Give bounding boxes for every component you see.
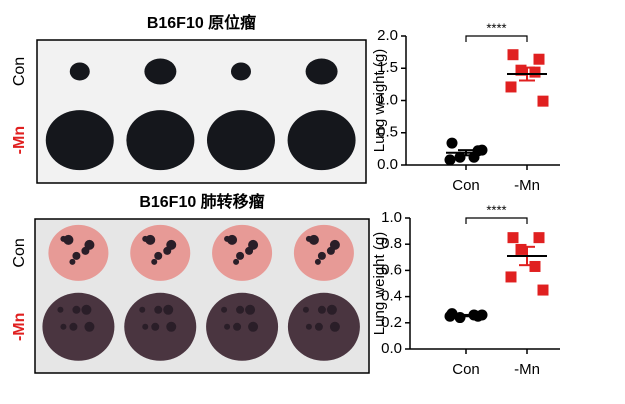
row-label: Con (11, 238, 28, 267)
nodule (151, 322, 160, 331)
nodule (163, 304, 174, 315)
significance: **** (486, 20, 506, 35)
point (537, 284, 549, 296)
y-tick-label: 0.2 (381, 314, 402, 331)
nodule (326, 304, 337, 315)
tumor (287, 110, 356, 171)
nodule (69, 258, 76, 265)
nodule (154, 305, 163, 314)
nodule (245, 304, 256, 315)
nodule (314, 322, 323, 331)
nodule (302, 306, 309, 313)
nodule (81, 246, 90, 255)
nodule (142, 323, 149, 330)
nodule (72, 251, 81, 260)
nodule (154, 251, 163, 260)
nodule (233, 258, 240, 265)
nodule (145, 234, 156, 245)
nodule (221, 306, 228, 313)
nodule (166, 321, 177, 332)
x-tick-label: Con (452, 177, 480, 194)
nodule (317, 305, 326, 314)
point (515, 64, 527, 76)
tumor (126, 110, 195, 171)
y-tick-label: 1.0 (381, 209, 402, 226)
y-axis-label: Lung weight (g) (371, 49, 388, 152)
y-tick-label: 0.0 (377, 156, 398, 173)
point (537, 95, 549, 107)
point (505, 81, 517, 93)
sig-bracket (465, 217, 528, 224)
nodule (236, 251, 245, 260)
row-label: -Mn (11, 126, 28, 154)
y-tick-label: 2.0 (377, 27, 398, 44)
nodule (314, 258, 321, 265)
nodule (63, 234, 74, 245)
row-label: Con (11, 57, 28, 86)
nodule (81, 304, 92, 315)
nodule (245, 246, 254, 255)
nodule (233, 322, 242, 331)
point (454, 312, 466, 324)
point (507, 232, 519, 244)
nodule (308, 234, 319, 245)
row-label: -Mn (11, 313, 28, 341)
lung (206, 292, 279, 361)
lung (124, 292, 197, 361)
point (515, 243, 527, 255)
point (533, 232, 545, 244)
nodule (69, 322, 78, 331)
nodule (57, 306, 64, 313)
nodule (236, 305, 245, 314)
y-tick-label: 1.0 (377, 91, 398, 108)
y-tick-label: 1.5 (377, 59, 398, 76)
nodule (227, 234, 238, 245)
nodule (329, 321, 340, 332)
nodule (139, 306, 146, 313)
nodule (317, 251, 326, 260)
point (507, 49, 519, 61)
y-tick-label: 0.8 (381, 235, 402, 252)
tumor (206, 110, 275, 171)
significance: **** (486, 202, 506, 217)
point (533, 53, 545, 65)
sig-bracket (465, 35, 528, 42)
x-tick-label: -Mn (514, 361, 540, 378)
nodule (151, 258, 158, 265)
point (446, 137, 458, 149)
tumor (230, 62, 251, 81)
y-axis-label: Lung weight (g) (371, 232, 388, 335)
point (444, 154, 456, 166)
y-tick-label: 0.6 (381, 261, 402, 278)
x-tick-label: -Mn (514, 177, 540, 194)
panel-title: B16F10 肺转移瘤 (139, 192, 264, 211)
point (529, 260, 541, 272)
nodule (248, 321, 259, 332)
y-tick-label: 0.5 (377, 124, 398, 141)
y-tick-label: 0.0 (381, 340, 402, 357)
point (476, 144, 488, 156)
tumor (69, 62, 90, 81)
lung (42, 292, 115, 361)
lung (287, 292, 360, 361)
point (505, 271, 517, 283)
nodule (305, 323, 312, 330)
nodule (163, 246, 172, 255)
nodule (326, 246, 335, 255)
x-tick-label: Con (452, 361, 480, 378)
nodule (72, 305, 81, 314)
nodule (224, 323, 231, 330)
panel-title: B16F10 原位瘤 (147, 13, 256, 32)
tumor (305, 58, 338, 85)
tumor (45, 110, 114, 171)
y-tick-label: 0.4 (381, 288, 402, 305)
nodule (60, 323, 67, 330)
tumor (144, 58, 177, 85)
point (529, 66, 541, 78)
nodule (84, 321, 95, 332)
